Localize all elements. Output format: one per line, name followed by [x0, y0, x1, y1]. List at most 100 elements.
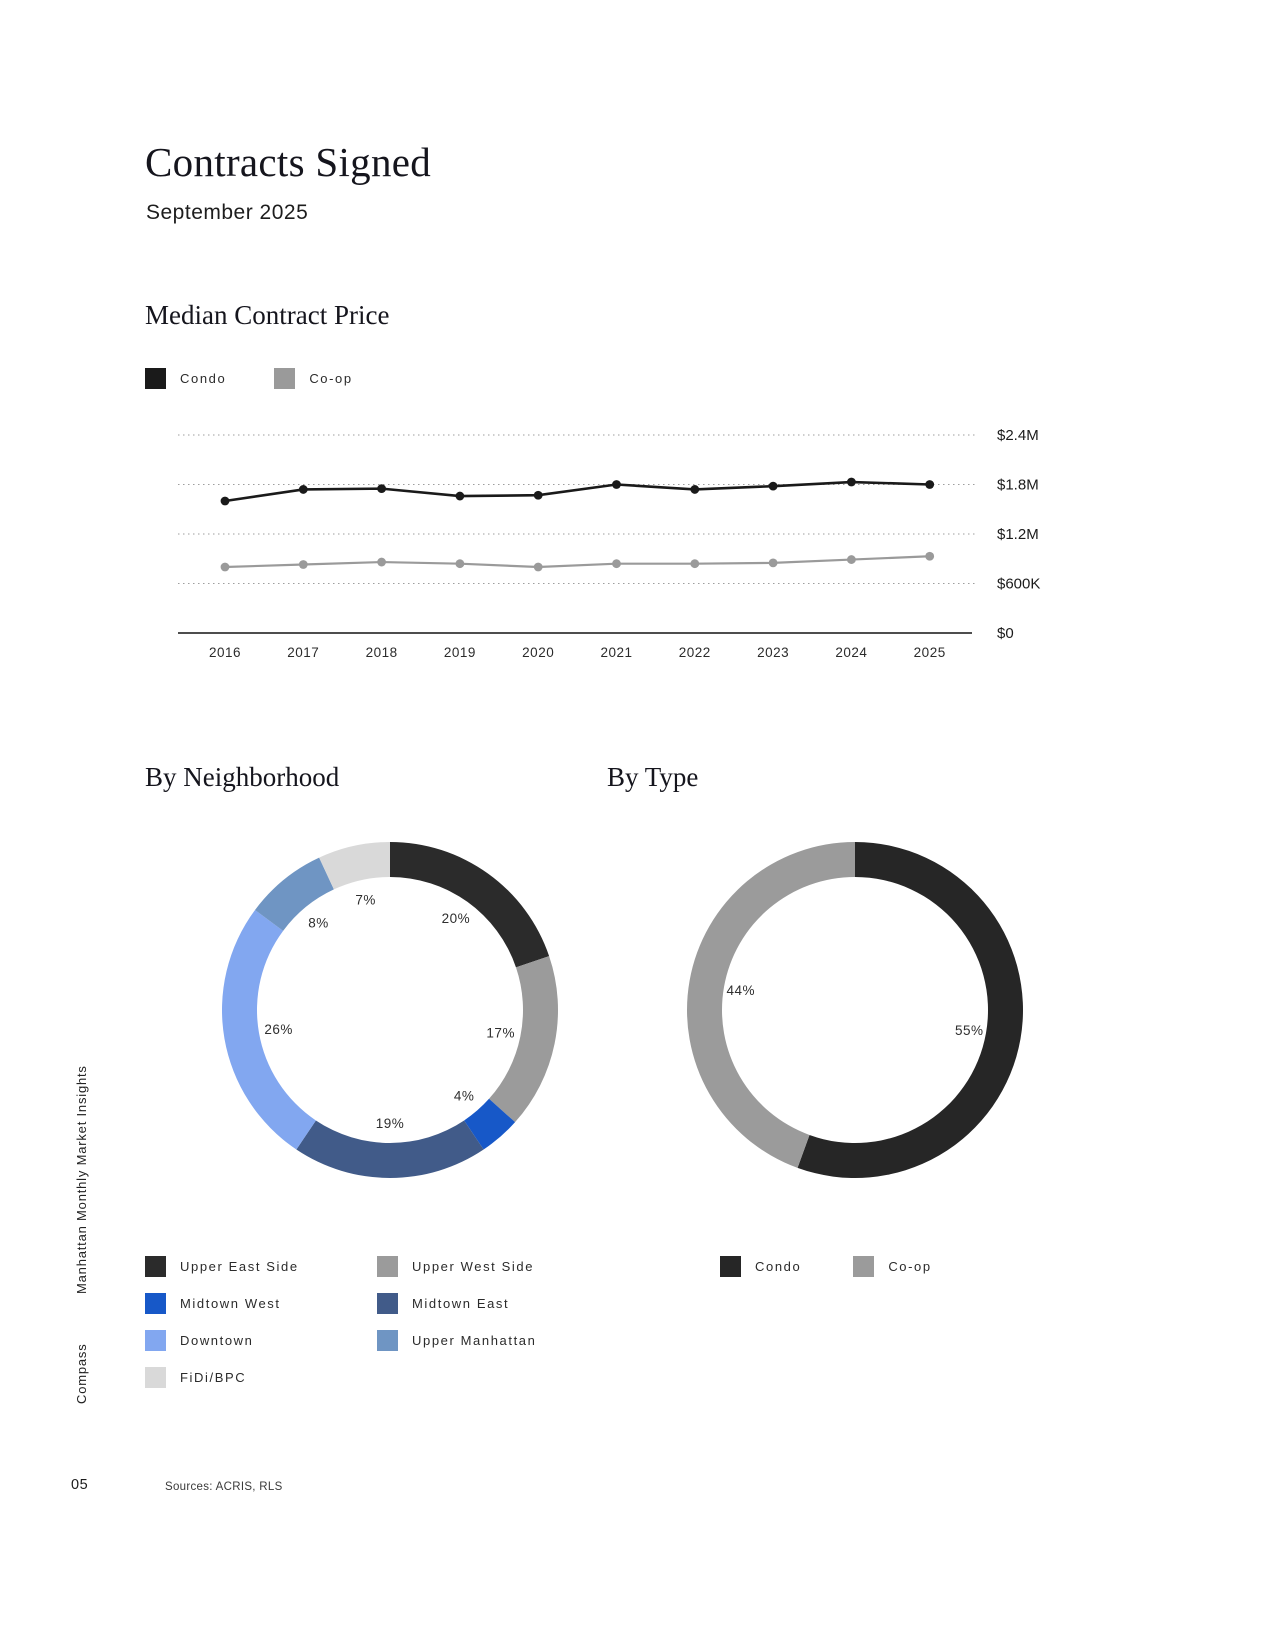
- data-point-condo-2020: [533, 490, 543, 500]
- data-point-condo-2025: [925, 480, 935, 489]
- legend-label: Upper Manhattan: [412, 1333, 537, 1348]
- legend-swatch-downtown: [145, 1330, 166, 1351]
- data-point-condo-2019: [455, 491, 465, 501]
- data-point-co-op-2018: [377, 557, 386, 567]
- legend-swatch-co-op: [853, 1256, 875, 1277]
- neighborhood-legend: Upper East Side Upper West Side Midtown We…: [145, 1256, 536, 1388]
- percent-label-fidi-bpc: 7%: [355, 893, 376, 908]
- neighborhood-legend-item-midtown-west: Midtown West: [145, 1293, 377, 1314]
- neighborhood-legend-item-upper-west-side: Upper West Side: [377, 1256, 536, 1277]
- neighborhood-donut-chart: 20% 17% 4% 19% 26% 8% 7%: [221, 842, 558, 1178]
- data-point-co-op-2022: [690, 559, 700, 569]
- data-point-condo-2023: [768, 481, 778, 491]
- section-title-by-type: By Type: [607, 762, 699, 792]
- x-tick-label-2018: 2018: [366, 645, 398, 660]
- data-point-condo-2016: [220, 496, 230, 506]
- data-point-co-op-2020: [533, 562, 543, 572]
- y-tick-label-1-2m: $1.2M: [997, 526, 1039, 543]
- legend-swatch-condo: [145, 368, 166, 389]
- y-tick-label-1-8m: $1.8M: [997, 477, 1039, 494]
- rail-series-title: Manhattan Monthly Market Insights: [74, 1065, 89, 1295]
- x-tick-label-2024: 2024: [835, 645, 867, 660]
- neighborhood-legend-item-midtown-east: Midtown East: [377, 1293, 536, 1314]
- percent-label-midtown-east: 19%: [376, 1116, 405, 1131]
- data-point-co-op-2019: [455, 559, 465, 569]
- page-subtitle: September 2025: [146, 201, 309, 224]
- percent-label-upper-west-side: 17%: [486, 1026, 515, 1041]
- data-point-co-op-2023: [768, 558, 778, 568]
- legend-swatch-upper-west-side: [377, 1256, 398, 1277]
- x-tick-label-2022: 2022: [679, 645, 711, 660]
- slice-fidi-bpc: [319, 842, 390, 890]
- data-point-co-op-2021: [612, 559, 621, 569]
- x-tick-label-2023: 2023: [757, 645, 789, 660]
- x-tick-label-2020: 2020: [522, 645, 554, 660]
- line-legend-item-co-op: Co-op: [274, 368, 352, 389]
- slice-co-op: [687, 842, 855, 1168]
- legend-swatch-co-op: [274, 368, 296, 389]
- data-point-condo-2017: [298, 485, 308, 494]
- legend-label: Upper East Side: [180, 1259, 299, 1274]
- x-tick-label-2016: 2016: [209, 645, 241, 660]
- data-point-condo-2024: [847, 477, 856, 487]
- x-tick-label-2025: 2025: [914, 645, 946, 660]
- legend-swatch-fidi-bpc: [145, 1367, 166, 1388]
- neighborhood-legend-item-upper-manhattan: Upper Manhattan: [377, 1330, 536, 1351]
- x-tick-label-2017: 2017: [287, 645, 319, 660]
- legend-label: Co-op: [888, 1259, 932, 1274]
- data-point-co-op-2025: [925, 551, 935, 561]
- slice-upper-east-side: [390, 842, 550, 968]
- rail-brand: Compass: [74, 1343, 89, 1405]
- series-line-co-op: [224, 555, 930, 569]
- legend-label: FiDi/BPC: [180, 1370, 247, 1385]
- slice-midtown-west: [464, 1098, 516, 1150]
- slice-downtown: [221, 909, 316, 1150]
- percent-label-downtown: 26%: [264, 1022, 293, 1037]
- legend-swatch-midtown-east: [377, 1293, 398, 1314]
- page-number: 05: [71, 1477, 89, 1493]
- legend-label: Condo: [180, 371, 227, 386]
- data-point-condo-2018: [377, 484, 386, 494]
- percent-label-upper-manhattan: 8%: [308, 915, 329, 930]
- median-price-line-chart: $2.4M $1.8M $1.2M $600K $0 2016 2017 2018 2019 20…: [178, 427, 1040, 660]
- slice-condo: [797, 842, 1024, 1178]
- percent-label-condo: 55%: [955, 1023, 984, 1038]
- page-title: Contracts Signed: [145, 139, 432, 185]
- data-point-condo-2021: [612, 480, 621, 489]
- slice-upper-west-side: [489, 956, 558, 1123]
- type-legend: Condo Co-op: [720, 1256, 932, 1277]
- legend-label: Midtown West: [180, 1296, 281, 1311]
- x-tick-label-2019: 2019: [444, 645, 476, 660]
- y-tick-label-600k: $600K: [997, 576, 1040, 593]
- legend-label: Downtown: [180, 1333, 254, 1348]
- legend-label: Midtown East: [412, 1296, 510, 1311]
- section-title-by-neighborhood: By Neighborhood: [145, 762, 340, 792]
- sources-note: Sources: ACRIS, RLS: [165, 1481, 283, 1493]
- neighborhood-legend-item-downtown: Downtown: [145, 1330, 377, 1351]
- slice-midtown-east: [296, 1120, 484, 1178]
- series-line-condo: [224, 480, 930, 503]
- type-legend-item-co-op: Co-op: [853, 1256, 931, 1277]
- legend-swatch-midtown-west: [145, 1293, 166, 1314]
- legend-label: Upper West Side: [412, 1259, 535, 1274]
- x-tick-label-2021: 2021: [600, 645, 632, 660]
- slice-upper-manhattan: [255, 857, 334, 931]
- data-point-co-op-2017: [298, 560, 308, 569]
- neighborhood-legend-item-fidi-bpc: FiDi/BPC: [145, 1367, 377, 1388]
- neighborhood-legend-item-upper-east-side: Upper East Side: [145, 1256, 377, 1277]
- legend-label: Co-op: [309, 371, 353, 386]
- y-tick-label-2-4m: $2.4M: [997, 427, 1039, 444]
- line-legend-item-condo: Condo: [145, 368, 226, 389]
- line-chart-legend: Condo Co-op: [145, 368, 353, 389]
- percent-label-co-op: 44%: [726, 983, 755, 998]
- type-legend-item-condo: Condo: [720, 1256, 801, 1277]
- y-tick-label-0: $0: [997, 625, 1014, 642]
- legend-swatch-condo: [720, 1256, 741, 1277]
- legend-swatch-upper-manhattan: [377, 1330, 398, 1351]
- section-title-median-contract-price: Median Contract Price: [145, 300, 390, 330]
- legend-label: Condo: [755, 1259, 802, 1274]
- percent-label-upper-east-side: 20%: [442, 911, 471, 926]
- type-donut-chart: 55% 44%: [687, 842, 1024, 1178]
- data-point-co-op-2024: [847, 555, 856, 564]
- data-point-co-op-2016: [220, 562, 230, 572]
